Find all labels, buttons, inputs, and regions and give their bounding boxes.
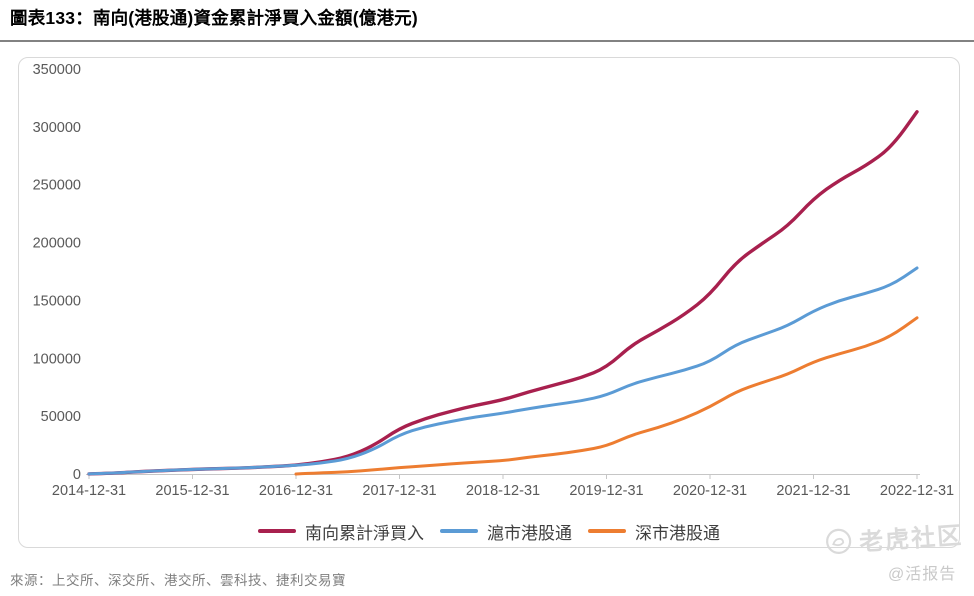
x-tick-label: 2019-12-31 bbox=[569, 483, 643, 499]
series-line-0 bbox=[87, 110, 919, 476]
legend-swatch-shenzhen bbox=[588, 529, 626, 533]
x-tick-label: 2017-12-31 bbox=[362, 483, 436, 499]
x-tick-label: 2016-12-31 bbox=[259, 483, 333, 499]
series-line-2 bbox=[294, 316, 919, 476]
y-tick-label: 0 bbox=[73, 467, 81, 483]
legend-label-total: 南向累計淨買入 bbox=[305, 523, 424, 543]
x-tick-label: 2015-12-31 bbox=[155, 483, 229, 499]
legend-label-shenzhen: 深市港股通 bbox=[635, 523, 720, 543]
figure-title: 圖表133：南向(港股通)資金累計淨買入金額(億港元) bbox=[10, 8, 418, 28]
title-separator bbox=[0, 40, 974, 42]
legend-swatch-total bbox=[258, 529, 296, 533]
x-tick-label: 2014-12-31 bbox=[52, 483, 126, 499]
y-tick-label: 250000 bbox=[33, 178, 81, 194]
line-chart: 2014-12-31 2015-12-31 2016-12-31 2017-12-31… bbox=[33, 62, 954, 499]
x-tick-label: 2020-12-31 bbox=[673, 483, 747, 499]
series-line-1 bbox=[87, 266, 919, 476]
y-tick-label: 350000 bbox=[33, 62, 81, 78]
y-tick-label: 300000 bbox=[33, 120, 81, 136]
y-tick-label: 100000 bbox=[33, 351, 81, 367]
legend-label-shanghai: 滬市港股通 bbox=[487, 523, 572, 543]
x-tick-label: 2018-12-31 bbox=[466, 483, 540, 499]
y-tick-label: 150000 bbox=[33, 293, 81, 309]
y-tick-label: 200000 bbox=[33, 236, 81, 252]
x-tick-label: 2022-12-31 bbox=[880, 483, 954, 499]
legend-item-shenzhen: 深市港股通 bbox=[588, 519, 720, 544]
legend-item-total: 南向累計淨買入 bbox=[258, 519, 424, 544]
chart-legend: 南向累計淨買入 滬市港股通 深市港股通 bbox=[19, 518, 959, 544]
watermark-handle: @活报告 bbox=[888, 566, 957, 583]
legend-swatch-shanghai bbox=[440, 529, 478, 533]
chart-card: 2014-12-31 2015-12-31 2016-12-31 2017-12-31… bbox=[18, 57, 964, 556]
y-tick-label: 50000 bbox=[41, 409, 81, 425]
legend-item-shanghai: 滬市港股通 bbox=[440, 519, 572, 544]
x-tick-label: 2021-12-31 bbox=[776, 483, 850, 499]
source-note: 來源：上交所、深交所、港交所、雲科技、捷利交易寶 bbox=[10, 573, 346, 588]
